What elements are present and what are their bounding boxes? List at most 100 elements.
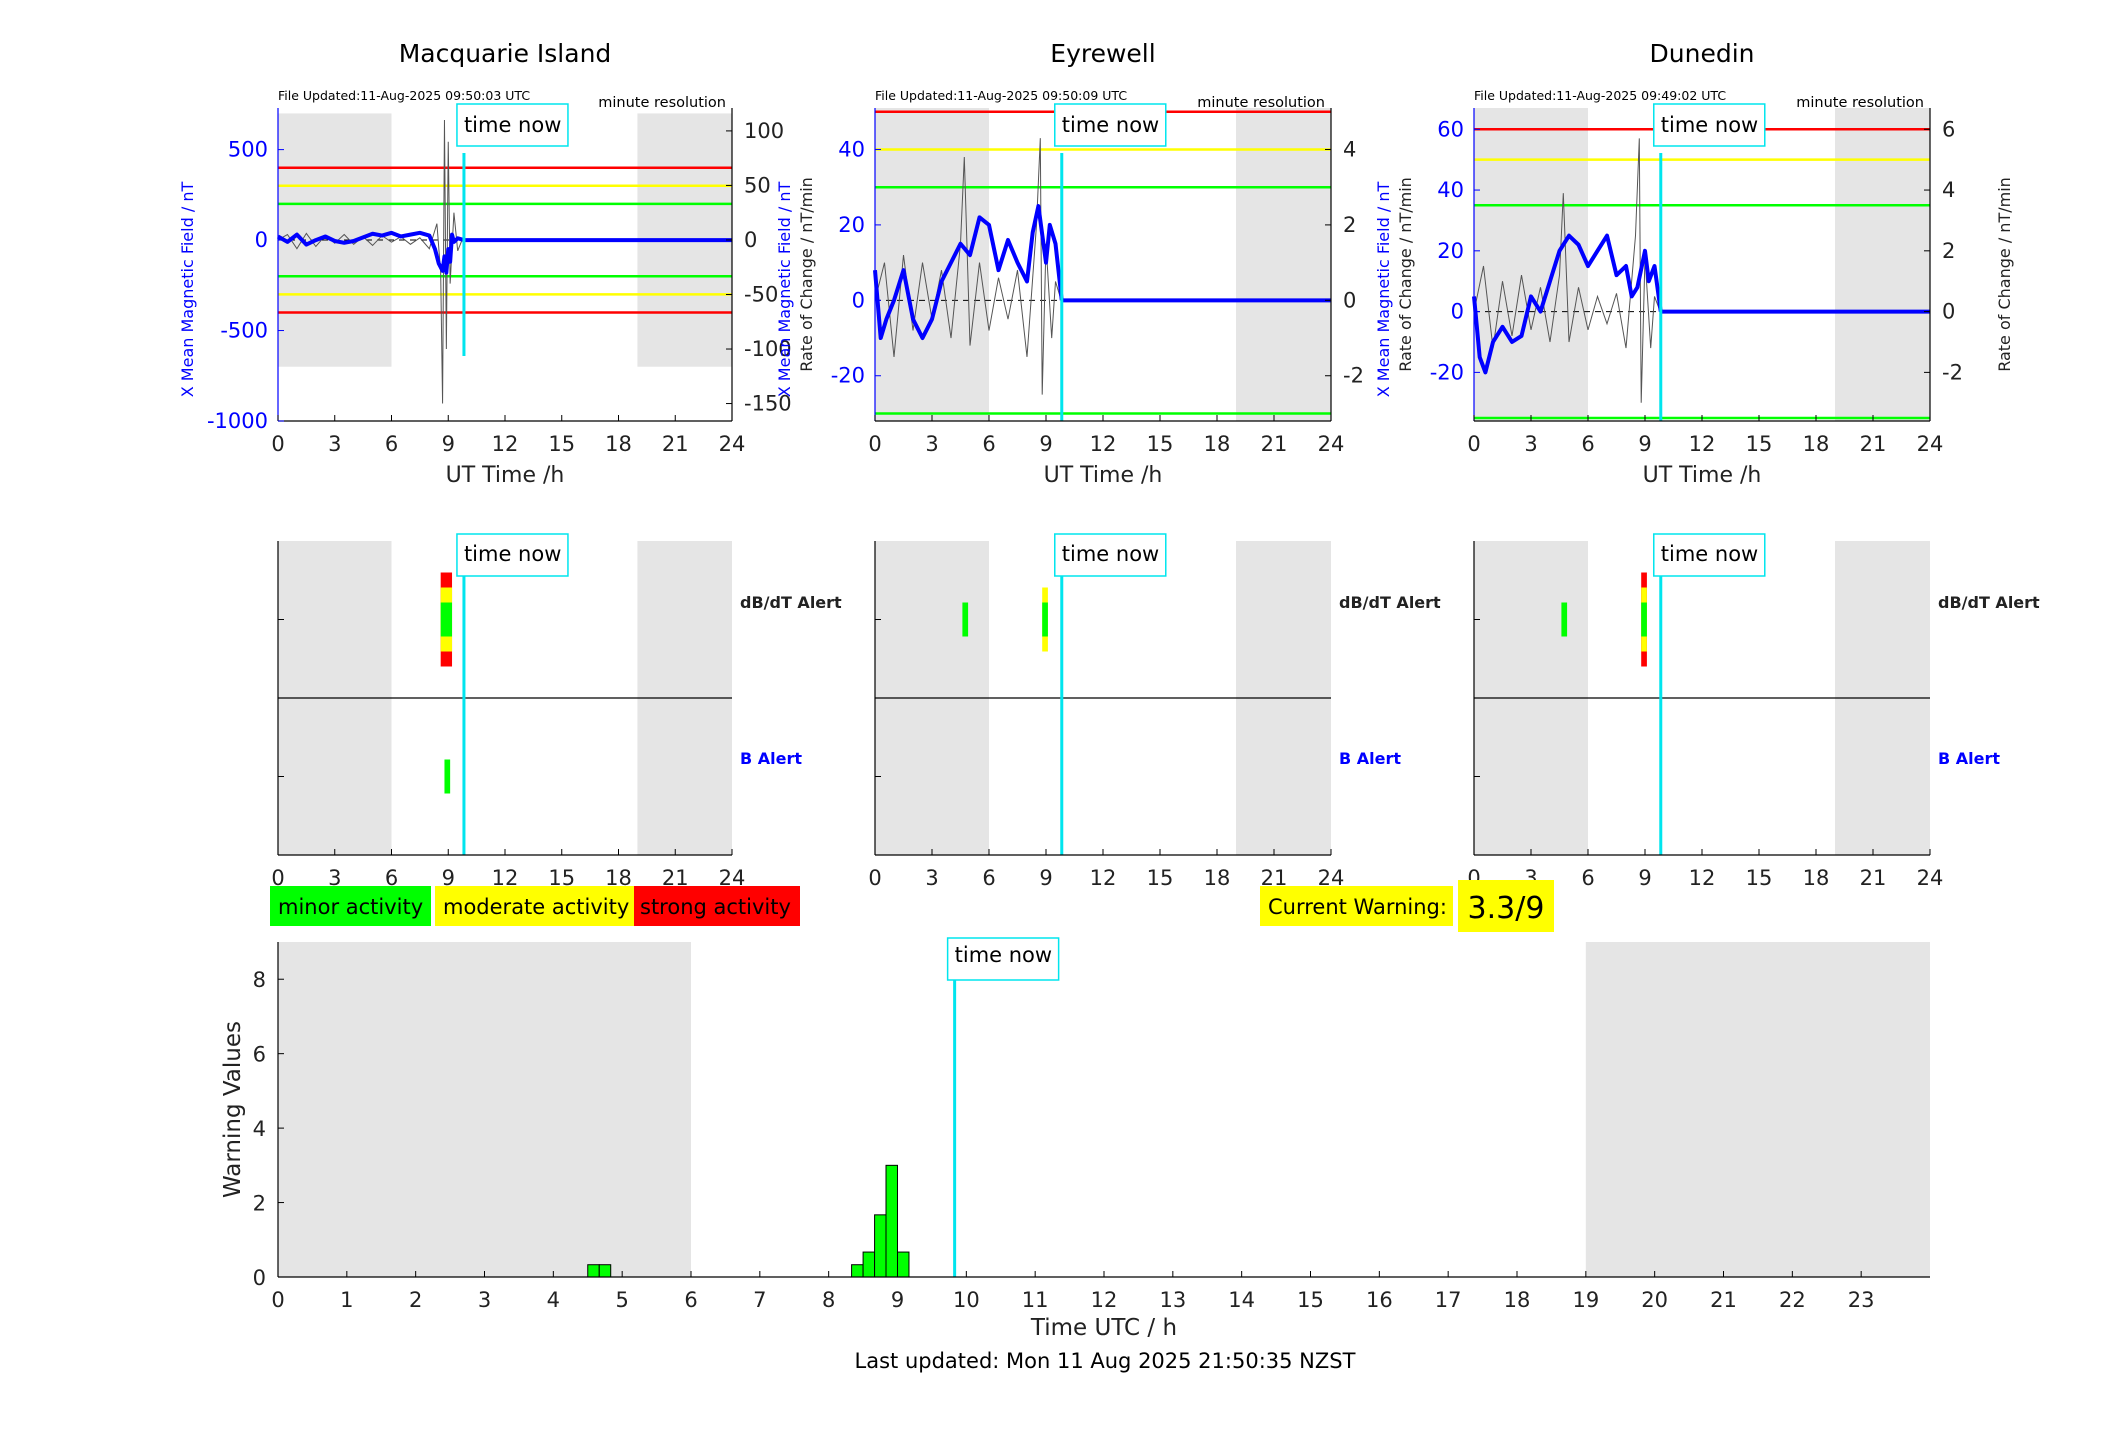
b-alert-label: B Alert (740, 749, 802, 768)
y2-tick-label: -2 (1343, 364, 1364, 388)
night-shade (1474, 108, 1588, 421)
dbdt-alert-bar (962, 602, 969, 637)
warning-bar (862, 1251, 876, 1278)
x-tick-label: 6 (385, 432, 398, 456)
resolution-text: minute resolution (598, 95, 726, 111)
x-tick-label: 10 (953, 1288, 980, 1312)
y-axis-label: X Mean Magnetic Field / nT (775, 182, 794, 398)
y-tick-label: 0 (253, 1266, 266, 1290)
y2-tick-label: 0 (744, 228, 757, 252)
resolution-text: minute resolution (1197, 95, 1325, 111)
x-tick-label: 11 (1022, 1288, 1049, 1312)
x-tick-label: 12 (1090, 866, 1117, 890)
x-tick-label: 15 (1746, 432, 1773, 456)
dbdt-alert-bar (1042, 602, 1048, 637)
x-tick-label: 3 (925, 866, 938, 890)
y-tick-label: 60 (1437, 117, 1464, 141)
x-tick-label: 7 (753, 1288, 766, 1312)
y-tick-label: 500 (228, 138, 268, 162)
macquarie-field-panel: Macquarie Island File Updated:11-Aug-202… (178, 39, 816, 488)
x-tick-label: 12 (1091, 1288, 1118, 1312)
y-tick-label: 2 (253, 1192, 266, 1216)
x-tick-label: 24 (719, 432, 746, 456)
x-tick-label: 1 (340, 1288, 353, 1312)
time-now-label: time now (1062, 542, 1159, 566)
night-shade (278, 942, 691, 1277)
x-tick-label: 8 (822, 1288, 835, 1312)
time-now-label: time now (1661, 113, 1758, 137)
x-tick-label: 9 (1039, 432, 1052, 456)
x-tick-label: 0 (868, 866, 881, 890)
b-alert-label: B Alert (1938, 749, 2000, 768)
time-now-box (1653, 533, 1766, 577)
x-tick-label: 0 (271, 1288, 284, 1312)
y2-axis-label: Rate of Change / nT/min (1396, 177, 1415, 372)
b-alert-label: B Alert (1339, 749, 1401, 768)
rate-of-change-line (1473, 138, 1661, 403)
x-tick-label: 22 (1779, 1288, 1806, 1312)
x-axis-label: UT Time /h (1643, 463, 1762, 488)
y2-tick-label: -50 (744, 282, 778, 306)
field-line (873, 204, 1064, 341)
legend-moderate-swatch (435, 886, 634, 926)
x-tick-label: 21 (1710, 1288, 1737, 1312)
y2-tick-label: -100 (744, 337, 792, 361)
b-alert-bar (444, 759, 451, 794)
macquarie-alert-panel: dB/dT Alert B Alert time now 0 3 6 9 12 15 18 2… (271, 533, 842, 890)
x-tick-label: 0 (271, 432, 284, 456)
x-tick-label: 18 (1803, 866, 1830, 890)
time-now-label: time now (955, 943, 1052, 967)
y2-axis-label: Rate of Change / nT/min (797, 177, 816, 372)
time-now-label: time now (1661, 542, 1758, 566)
x-tick-label: 18 (1803, 432, 1830, 456)
night-shade (875, 108, 989, 421)
y2-tick-label: 0 (1942, 300, 1955, 324)
x-tick-label: 9 (1039, 866, 1052, 890)
dbdt-alert-label: dB/dT Alert (1938, 593, 2040, 612)
x-axis-label: UT Time /h (1044, 463, 1163, 488)
x-tick-label: 12 (492, 432, 519, 456)
panel-title: Dunedin (1650, 39, 1755, 68)
y-tick-label: 40 (1437, 178, 1464, 202)
x-tick-label: 3 (328, 432, 341, 456)
y-tick-label: 4 (253, 1117, 266, 1141)
x-tick-label: 6 (385, 866, 398, 890)
eyrewell-alert-panel: dB/dT Alert B Alert time now 0 3 6 9 12 15 18 2… (868, 533, 1441, 890)
x-tick-label: 15 (1147, 432, 1174, 456)
y-tick-label: -500 (220, 319, 268, 343)
x-tick-label: 2 (409, 1288, 422, 1312)
y-tick-label: 0 (255, 228, 268, 252)
current-warning-value: 3.3/9 (1468, 891, 1545, 926)
x-tick-label: 0 (271, 866, 284, 890)
x-tick-label: 6 (982, 432, 995, 456)
current-warning-value-box (1458, 880, 1554, 932)
dbdt-alert-label: dB/dT Alert (740, 593, 842, 612)
y-axis-label: Warning Values (220, 1021, 246, 1198)
x-tick-label: 18 (1204, 432, 1231, 456)
y-tick-label: 20 (1437, 239, 1464, 263)
y-tick-label: 20 (838, 213, 865, 237)
dbdt-alert-bar (1561, 602, 1568, 637)
legend-moderate-label: moderate activity (443, 895, 629, 919)
x-tick-label: 9 (442, 432, 455, 456)
field-line (277, 230, 465, 275)
dunedin-field-panel: Dunedin File Updated:11-Aug-2025 09:49:0… (1374, 39, 2014, 488)
x-tick-label: 9 (442, 866, 455, 890)
x-tick-label: 6 (1581, 432, 1594, 456)
x-tick-label: 15 (1297, 1288, 1324, 1312)
time-now-box (1054, 533, 1167, 577)
time-now-box (456, 103, 569, 147)
time-now-label: time now (464, 542, 561, 566)
y-tick-label: 8 (253, 968, 266, 992)
y2-tick-label: 4 (1942, 178, 1955, 202)
x-tick-label: 17 (1435, 1288, 1462, 1312)
y-tick-label: 0 (1451, 300, 1464, 324)
night-shade (1585, 942, 1930, 1277)
y2-tick-label: 100 (744, 119, 784, 143)
x-tick-label: 18 (1504, 1288, 1531, 1312)
x-tick-label: 20 (1641, 1288, 1668, 1312)
y2-axis-label: Rate of Change / nT/min (1995, 177, 2014, 372)
current-warning: Current Warning: 3.3/9 (1260, 880, 1554, 932)
x-tick-label: 6 (684, 1288, 697, 1312)
